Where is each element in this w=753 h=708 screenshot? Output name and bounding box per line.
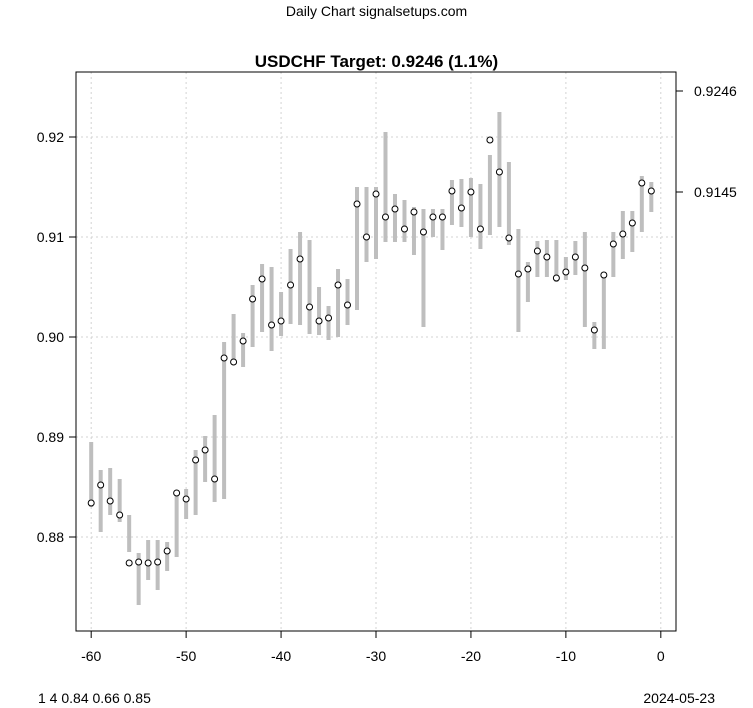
close-point <box>173 489 181 497</box>
close-point <box>334 281 342 289</box>
close-point <box>533 247 541 255</box>
close-point <box>562 268 570 276</box>
footer-date: 2024-05-23 <box>643 690 715 706</box>
x-tick-label: -60 <box>81 648 101 664</box>
close-point <box>514 270 522 278</box>
close-point <box>125 559 133 567</box>
close-point <box>571 253 579 261</box>
close-point <box>372 190 380 198</box>
close-point <box>201 446 209 454</box>
close-point <box>315 317 323 325</box>
y-tick-label: 0.88 <box>37 529 64 545</box>
close-point <box>306 303 314 311</box>
close-point <box>154 558 162 566</box>
close-point <box>287 281 295 289</box>
close-point <box>495 168 503 176</box>
y-tick-label: 0.89 <box>37 429 64 445</box>
close-point <box>296 255 304 263</box>
close-point <box>467 188 475 196</box>
close-point <box>457 204 465 212</box>
close-point <box>230 358 238 366</box>
close-point <box>600 271 608 279</box>
close-point <box>419 228 427 236</box>
close-point <box>429 213 437 221</box>
close-point <box>277 317 285 325</box>
close-point <box>638 179 646 187</box>
x-tick-label: -20 <box>461 648 481 664</box>
right-axis-label: 0.9246 <box>694 83 737 99</box>
close-point <box>381 213 389 221</box>
close-point <box>400 225 408 233</box>
y-tick-label: 0.90 <box>37 329 64 345</box>
right-axis: 0.9246 0.9145 <box>676 83 737 200</box>
close-point <box>163 547 171 555</box>
close-point <box>344 301 352 309</box>
close-point <box>476 225 484 233</box>
right-axis-label: 0.9145 <box>694 184 737 200</box>
x-tick-label: -40 <box>271 648 291 664</box>
close-point <box>192 456 200 464</box>
close-point <box>97 481 105 489</box>
close-point <box>135 558 143 566</box>
y-tick-label: 0.91 <box>37 229 64 245</box>
close-point <box>325 314 333 322</box>
close-point <box>486 136 494 144</box>
close-point <box>581 264 589 272</box>
close-point <box>220 354 228 362</box>
close-point <box>268 321 276 329</box>
close-point <box>543 253 551 261</box>
close-point <box>609 240 617 248</box>
close-point <box>524 265 532 273</box>
footer-note: 1 4 0.84 0.66 0.85 <box>38 690 151 706</box>
close-point <box>552 274 560 282</box>
close-point <box>144 559 152 567</box>
close-point <box>619 230 627 238</box>
x-tick-label: 0 <box>657 648 665 664</box>
close-point <box>87 499 95 507</box>
x-tick-label: -50 <box>176 648 196 664</box>
close-point <box>239 337 247 345</box>
y-axis: 0.88 0.89 0.90 0.91 0.92 <box>37 129 76 545</box>
close-point <box>363 233 371 241</box>
close-points <box>87 136 655 567</box>
close-point <box>438 213 446 221</box>
range-bars <box>89 112 654 605</box>
close-point <box>410 208 418 216</box>
close-point <box>628 219 636 227</box>
x-axis: -60 -50 -40 -30 -20 -10 0 <box>81 631 665 664</box>
close-point <box>448 187 456 195</box>
close-point <box>116 511 124 519</box>
close-point <box>590 326 598 334</box>
close-point <box>505 234 513 242</box>
close-point <box>211 475 219 483</box>
chart-title: USDCHF Target: 0.9246 (1.1%) <box>255 52 498 71</box>
close-point <box>647 187 655 195</box>
x-tick-label: -10 <box>556 648 576 664</box>
site-title: Daily Chart signalsetups.com <box>286 3 467 19</box>
grid-lines <box>76 72 676 631</box>
close-point <box>182 495 190 503</box>
close-point <box>106 497 114 505</box>
close-point <box>258 275 266 283</box>
y-tick-label: 0.92 <box>37 129 64 145</box>
close-point <box>353 200 361 208</box>
close-point <box>391 205 399 213</box>
x-tick-label: -30 <box>366 648 386 664</box>
close-point <box>249 295 257 303</box>
